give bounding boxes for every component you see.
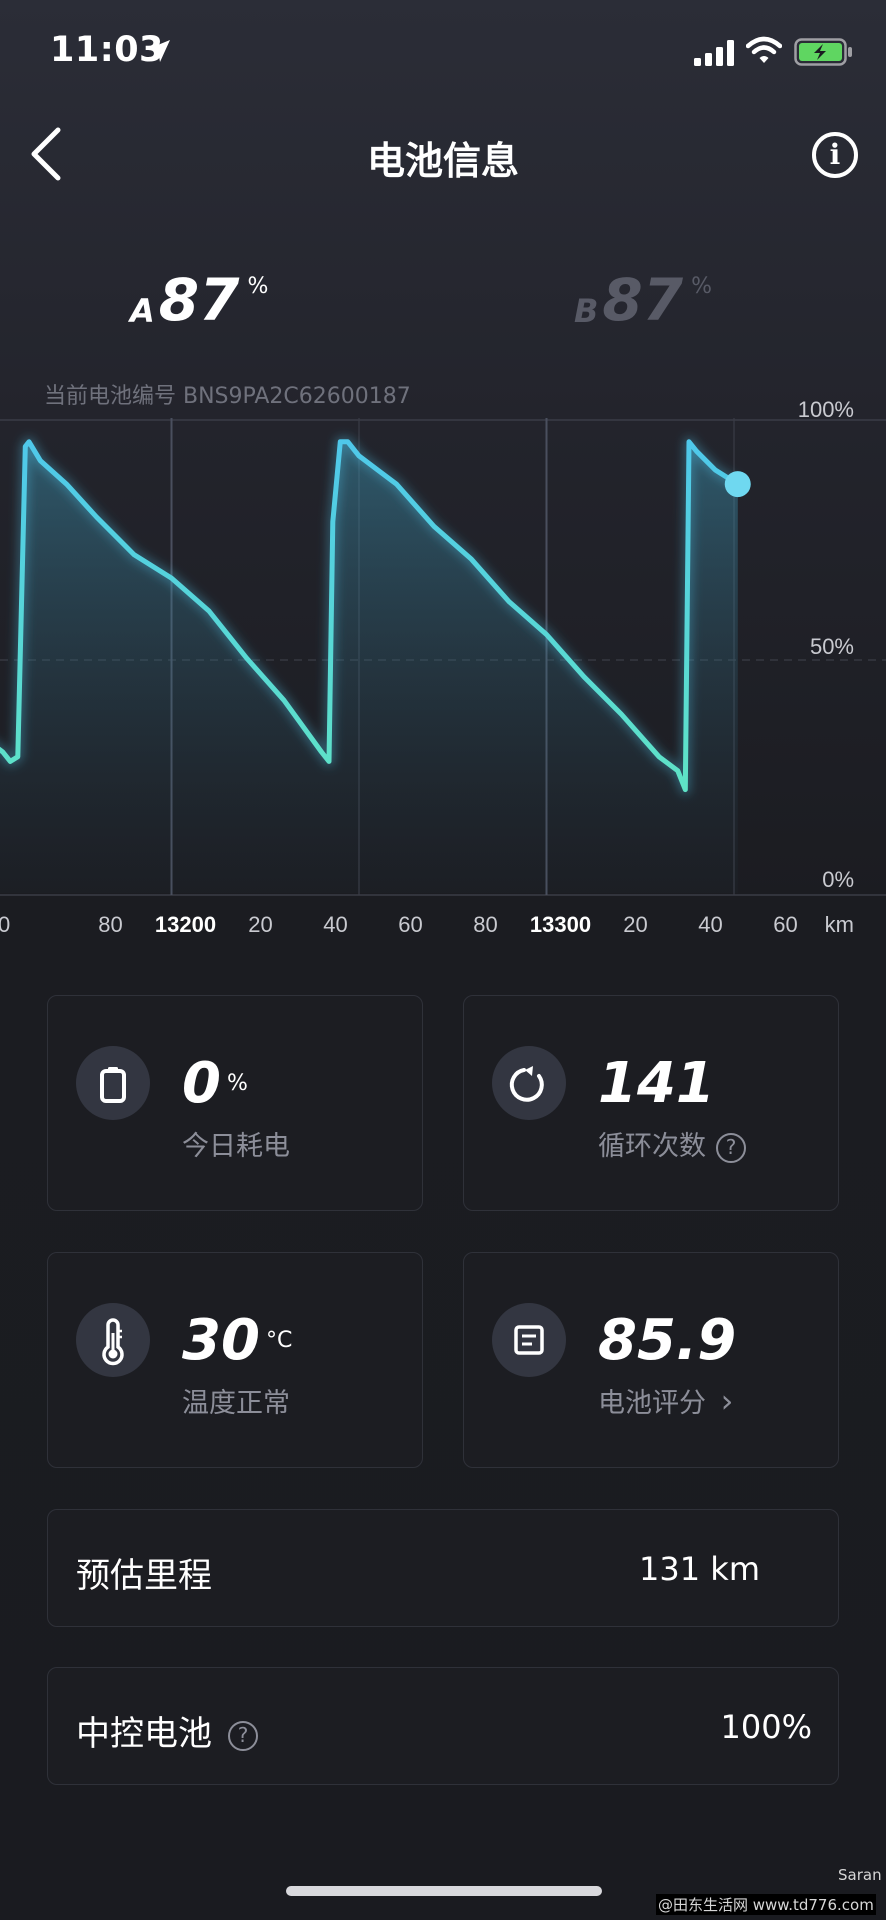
battery-history-chart[interactable]: 100% 50% 0% 60 80 13200 20 40 60 80 13300 20 40 60 km: [0, 370, 886, 950]
cycle-count-label: 循环次数: [598, 1131, 706, 1162]
cycle-help-icon[interactable]: ?: [716, 1132, 746, 1163]
x-tick-label: 60: [0, 912, 10, 937]
battery-a-tab[interactable]: A87%: [130, 270, 268, 330]
battery-b-percent: 87: [602, 266, 684, 334]
central-battery-row: 中控电池? 100%: [47, 1667, 839, 1785]
central-battery-label-row: 中控电池?: [76, 1706, 258, 1755]
location-arrow-icon: [148, 40, 170, 62]
central-battery-label: 中控电池: [76, 1714, 212, 1754]
battery-score-value: 85.9: [598, 1308, 737, 1373]
temperature-value-row: 30 °C: [182, 1311, 292, 1371]
temperature-label: 温度正常: [182, 1388, 290, 1419]
battery-b-letter: B: [574, 292, 599, 330]
battery-score-card[interactable]: 85.9 电池评分 ›: [463, 1252, 839, 1468]
battery-level-area: [0, 441, 738, 893]
y-tick-label: 100%: [798, 397, 854, 422]
battery-a-letter: A: [130, 292, 155, 330]
temperature-card: 30 °C 温度正常: [47, 1252, 423, 1468]
battery-b-tab[interactable]: B87%: [574, 270, 712, 330]
wifi-icon: [746, 36, 782, 63]
battery-score-label-row: 电池评分 ›: [598, 1381, 733, 1420]
document-icon-bg: [492, 1303, 566, 1377]
today-usage-value: 0: [182, 1051, 221, 1116]
cycle-count-value: 141: [598, 1051, 715, 1116]
temperature-unit: °C: [265, 1328, 293, 1353]
battery-icon: [100, 1067, 126, 1103]
status-time: 11:03: [50, 30, 164, 70]
central-battery-value: 100%: [720, 1708, 812, 1746]
x-tick-label: 13300: [530, 912, 591, 937]
battery-b-unit: %: [691, 274, 713, 299]
y-tick-label: 50%: [810, 634, 854, 659]
document-icon: [514, 1325, 544, 1355]
current-level-point: [724, 471, 751, 498]
battery-score-label: 电池评分: [598, 1388, 706, 1419]
refresh-icon-bg: [492, 1046, 566, 1120]
x-tick-label: 80: [98, 912, 122, 937]
watermark-author: Saran: [838, 1866, 882, 1884]
x-tick-label: 80: [473, 912, 497, 937]
today-usage-label: 今日耗电: [182, 1131, 290, 1162]
central-battery-help-icon[interactable]: ?: [228, 1720, 258, 1751]
x-tick-label: 20: [248, 912, 272, 937]
battery-a-percent: 87: [158, 266, 240, 334]
watermark-site: @田东生活网 www.td776.com: [656, 1894, 876, 1915]
battery-charging-icon: [794, 38, 852, 66]
x-tick-label: 60: [398, 912, 422, 937]
battery-icon-bg: [76, 1046, 150, 1120]
battery-a-unit: %: [247, 274, 269, 299]
x-tick-label: 40: [698, 912, 722, 937]
estimated-range-value: 131 km: [639, 1550, 760, 1588]
today-usage-card: 0% 今日耗电: [47, 995, 423, 1211]
cycle-count-label-row: 循环次数?: [598, 1124, 746, 1163]
battery-level-line: [0, 439, 741, 793]
temperature-value: 30: [182, 1308, 260, 1373]
page-title: 电池信息: [366, 139, 519, 183]
x-tick-label: 13200: [155, 912, 216, 937]
today-usage-unit: %: [226, 1071, 248, 1096]
back-button[interactable]: [28, 126, 64, 182]
cycle-count-card: 141 循环次数?: [463, 995, 839, 1211]
x-tick-label: 60: [773, 912, 797, 937]
cellular-signal-icon: [694, 40, 734, 66]
thermometer-icon: [102, 1318, 124, 1366]
home-indicator[interactable]: [286, 1886, 602, 1896]
chevron-right-icon: ›: [720, 1382, 734, 1420]
refresh-icon: [509, 1066, 544, 1102]
info-button[interactable]: i: [812, 132, 858, 178]
battery-serial-number: 当前电池编号 BNS9PA2C62600187: [44, 384, 411, 409]
x-tick-label: 40: [323, 912, 347, 937]
estimated-range-label: 预估里程: [76, 1556, 212, 1596]
y-tick-label: 0%: [822, 867, 854, 892]
x-unit-label: km: [825, 912, 854, 937]
x-tick-label: 20: [623, 912, 647, 937]
estimated-range-row: 预估里程 131 km: [47, 1509, 839, 1627]
thermometer-icon-bg: [76, 1303, 150, 1377]
today-usage-value-row: 0%: [182, 1054, 248, 1114]
